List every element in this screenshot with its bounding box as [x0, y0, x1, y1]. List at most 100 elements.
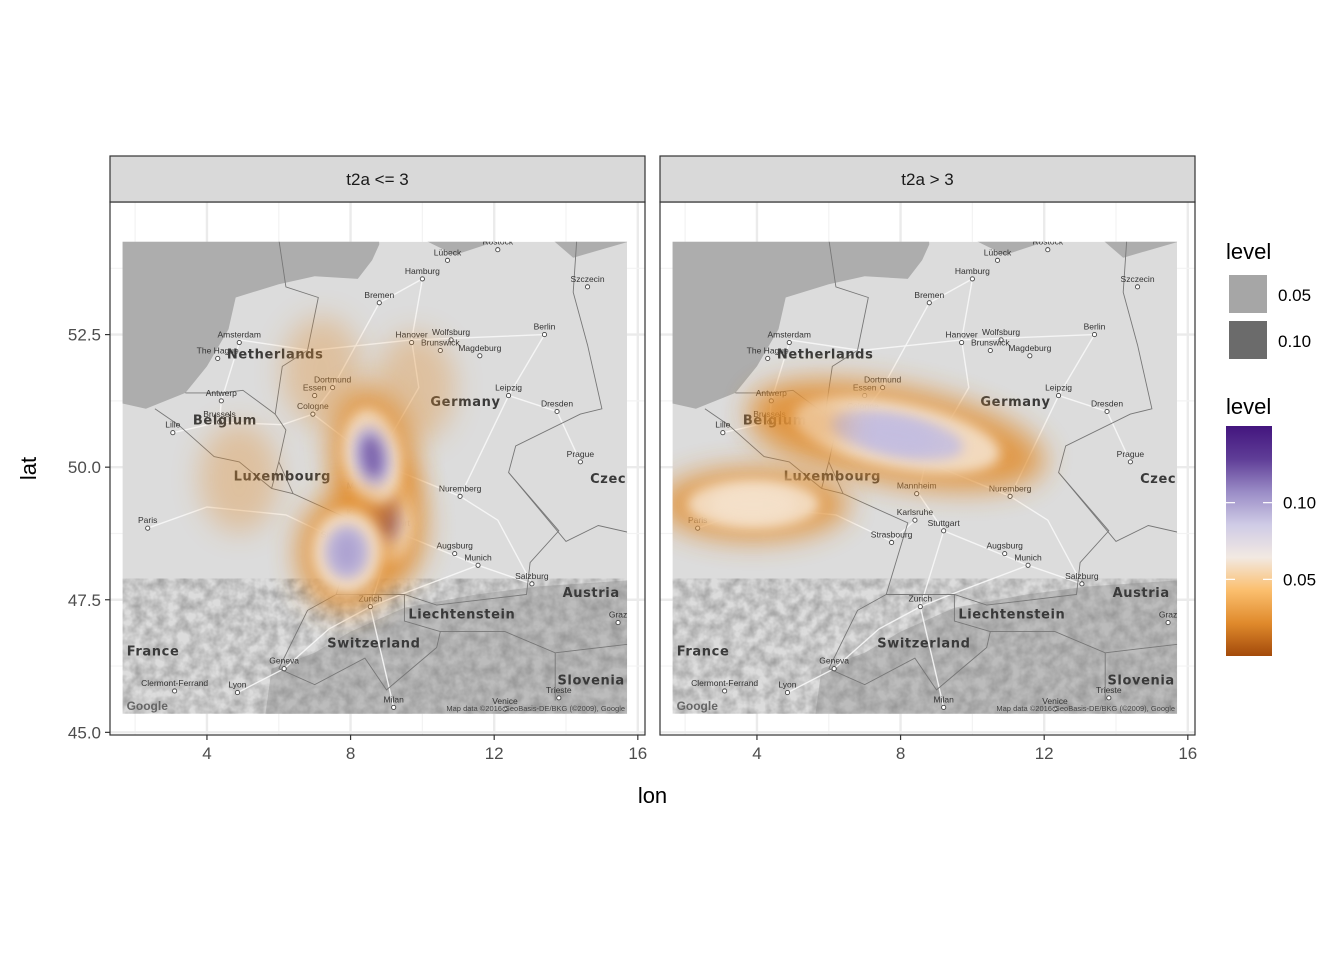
country-label: France [127, 644, 180, 659]
y-tick-label: 47.5 [68, 591, 101, 610]
legend-label: 0.05 [1278, 286, 1311, 305]
city-marker [1127, 459, 1133, 465]
border [440, 631, 628, 654]
city-marker [554, 408, 560, 415]
city-marker [477, 353, 483, 359]
legend-label: 0.10 [1278, 332, 1311, 351]
city-label: Geneva [819, 656, 849, 666]
colorbar [1226, 426, 1272, 656]
facet-panel: Rostock Lübeck Hamburg Szczecin Bremen Amster… [109, 155, 671, 736]
colorbar-label: 0.05 [1283, 570, 1316, 589]
city-label: Stuttgart [928, 518, 961, 528]
city-label: Milan [934, 694, 955, 704]
density-contour-inner [710, 488, 797, 521]
city-marker [1002, 551, 1008, 557]
basemap: Rostock Lübeck Hamburg Szczecin Bremen Amster… [122, 237, 671, 714]
density-contour-outer [750, 394, 851, 455]
city-label: Augsburg [437, 541, 474, 551]
city-marker [281, 666, 287, 672]
city-label: Amsterdam [218, 330, 261, 340]
city-marker [914, 491, 920, 497]
city-label: Brunswick [971, 337, 1010, 347]
facet-strip-label: t2a > 3 [901, 170, 953, 189]
country-label: Slovenia [1107, 674, 1174, 689]
density-contour-outer [281, 316, 362, 427]
city-label: Trieste [1096, 685, 1122, 695]
x-tick-label: 8 [896, 744, 905, 763]
density-blob [199, 422, 280, 533]
y-axis-title: lat [16, 457, 41, 480]
city-label: Wolfsburg [432, 327, 470, 337]
density-layer [199, 316, 456, 613]
city-marker [1027, 353, 1033, 359]
city-label: Milan [384, 694, 405, 704]
city-label: Nuremberg [439, 483, 482, 493]
city-marker [495, 247, 501, 253]
city-label: Clermont-Ferrand [141, 678, 208, 688]
road [787, 564, 1029, 694]
city-marker [1056, 393, 1062, 399]
city-label: Brunswick [421, 337, 460, 347]
city-label: The Hague [747, 345, 789, 355]
city-label: Dresden [1091, 398, 1123, 408]
city-label: Karlsruhe [897, 507, 934, 517]
north-sea [672, 241, 930, 409]
city-marker [172, 688, 178, 694]
city-label: Hamburg [955, 266, 990, 276]
city-label: Lübeck [434, 247, 462, 257]
x-axis-title: lon [638, 783, 667, 808]
city-marker [236, 339, 242, 346]
city-marker [391, 704, 397, 710]
city-label: Rostock [482, 237, 513, 247]
city-label: Brussels [203, 409, 236, 419]
road [459, 495, 533, 585]
country-label: Czech Rep [590, 472, 671, 487]
density-blob [750, 394, 851, 455]
city-label: Zurich [909, 594, 933, 604]
city-label: Bremen [914, 290, 944, 300]
facet-strip [109, 155, 646, 203]
border [828, 594, 991, 691]
baltic-sea [427, 241, 628, 258]
city-marker [1079, 581, 1085, 587]
city-marker [577, 459, 583, 465]
country-label: Switzerland [877, 636, 970, 651]
city-marker [419, 276, 425, 282]
density-blob [375, 332, 456, 443]
city-marker [529, 581, 535, 587]
city-label: Leipzig [1045, 383, 1072, 393]
city-marker [444, 257, 451, 263]
city-label: Venice [492, 696, 518, 706]
colorbar-label: 0.10 [1283, 494, 1316, 513]
city-marker [218, 398, 224, 404]
legend-title-colorbar: level [1226, 394, 1271, 419]
x-tick-label: 12 [485, 744, 504, 763]
x-tick-label: 12 [1035, 744, 1054, 763]
basemap: Rostock Lübeck Hamburg Szczecin Bremen Amster… [672, 241, 1178, 714]
city-marker [1104, 408, 1110, 415]
x-tick-label: 8 [346, 744, 355, 763]
city-marker [765, 355, 771, 362]
city-marker [720, 430, 726, 436]
city-marker [926, 300, 932, 306]
city-label: Magdeburg [1008, 343, 1051, 353]
city-label: Augsburg [987, 541, 1024, 551]
density-contour-peak [860, 419, 934, 452]
city-marker [215, 355, 221, 362]
city-marker [475, 562, 481, 568]
city-marker [615, 620, 621, 626]
map-attribution: Map data ©2016 GeoBasis-DE/BKG (©2009), … [996, 704, 1175, 713]
road [172, 342, 240, 434]
country-borders [704, 241, 1178, 701]
border [1058, 472, 1178, 542]
city-marker [1165, 620, 1171, 626]
city-label: Lyon [228, 680, 246, 690]
border [828, 594, 887, 669]
city-marker [585, 284, 591, 290]
city-label: Graz [609, 610, 627, 620]
city-marker [556, 695, 562, 701]
border [185, 389, 276, 415]
city-marker [998, 337, 1004, 343]
facet-strip-label: t2a <= 3 [346, 170, 408, 189]
